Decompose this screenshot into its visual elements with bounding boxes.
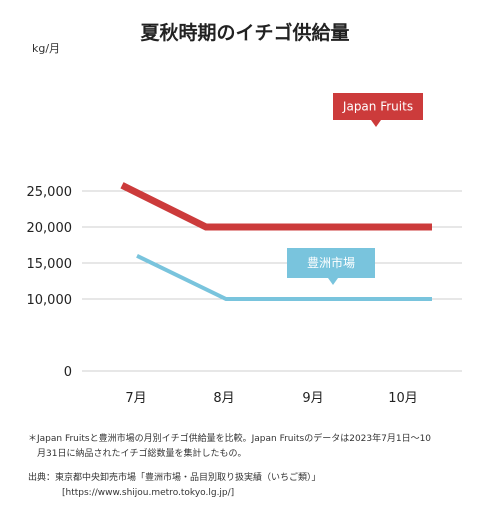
series-legends: Japan Fruits 豊洲市場 [287, 93, 423, 285]
y-axis-ticks: 0 10,000 15,000 20,000 25,000 [27, 185, 73, 380]
series-lines [120, 182, 432, 301]
series-line-japan-fruits [120, 182, 432, 231]
y-tick-label: 20,000 [27, 221, 73, 236]
x-axis-ticks: 7月 8月 9月 10月 [125, 391, 417, 406]
x-tick-label: 9月 [302, 391, 323, 406]
footnote: ＊Japan Fruitsと豊洲市場の月別イチゴ供給量を比較。Japan Fru… [28, 432, 478, 462]
legend-box [333, 93, 423, 120]
legend-japan-fruits: Japan Fruits [333, 93, 423, 127]
legend-pointer [371, 120, 381, 127]
source-text: 出典：東京都中央卸売市場「豊洲市場・品目別取り扱実績（いちご類）」 [28, 473, 321, 483]
line-chart: 夏秋時期のイチゴ供給量 kg/月 0 10,000 15,000 20,000 25,0… [27, 21, 462, 406]
legend-toyosu-market: 豊洲市場 [287, 248, 375, 285]
y-tick-label: 15,000 [27, 257, 73, 272]
legend-label: 豊洲市場 [307, 255, 355, 270]
footnote-line-1: ＊Japan Fruitsと豊洲市場の月別イチゴ供給量を比較。Japan Fru… [28, 434, 432, 444]
source-note: 出典：東京都中央卸売市場「豊洲市場・品目別取り扱実績（いちご類）」 [https… [28, 471, 478, 501]
source-url: [https://www.shijou.metro.tokyo.lg.jp/] [62, 488, 235, 498]
legend-box [287, 248, 375, 278]
gridlines [82, 190, 462, 372]
legend-label: Japan Fruits [342, 100, 413, 114]
footnote-line-2: 月31日に納品されたイチゴ総数量を集計したもの。 [37, 449, 247, 459]
series-line-toyosu-market [136, 254, 432, 301]
x-tick-label: 8月 [213, 391, 234, 406]
y-tick-label: 25,000 [27, 185, 73, 200]
x-tick-label: 7月 [125, 391, 146, 406]
y-tick-label: 10,000 [27, 293, 73, 308]
chart-title: 夏秋時期のイチゴ供給量 [140, 21, 349, 44]
x-tick-label: 10月 [388, 391, 418, 406]
y-tick-label: 0 [64, 365, 72, 380]
legend-pointer [328, 278, 338, 285]
y-axis-unit: kg/月 [32, 42, 60, 55]
